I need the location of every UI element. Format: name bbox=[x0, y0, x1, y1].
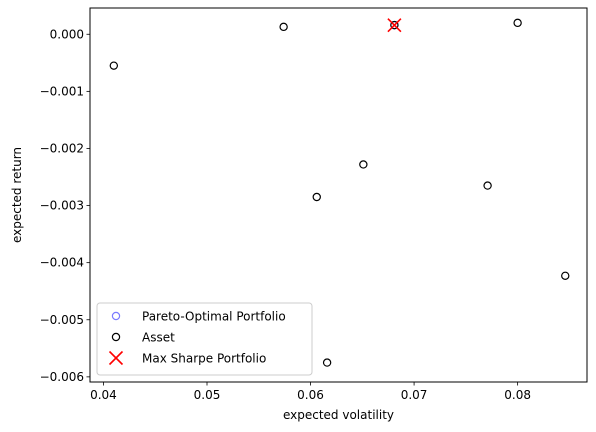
x-tick-label: 0.04 bbox=[90, 388, 117, 402]
legend: Pareto-Optimal Portfolio Asset Max Sharpe … bbox=[96, 302, 313, 376]
asset-point bbox=[561, 271, 570, 280]
plot-area-frame bbox=[89, 7, 588, 383]
y-axis-label: expected return bbox=[10, 147, 24, 243]
legend-marker bbox=[111, 332, 121, 342]
legend-item-pareto-optimal: Pareto-Optimal Portfolio bbox=[111, 310, 286, 324]
x-tick-label: 0.07 bbox=[401, 388, 428, 402]
asset-point bbox=[390, 20, 399, 30]
legend-item-asset: Asset bbox=[111, 331, 175, 345]
y-tick-label: −0.004 bbox=[40, 256, 84, 270]
legend-label: Pareto-Optimal Portfolio bbox=[142, 310, 286, 324]
y-axis-ticks: 0.000 −0.001 −0.002 −0.003 −0.004 −0.005 −0.00… bbox=[40, 27, 90, 384]
x-tick-label: 0.05 bbox=[194, 388, 221, 402]
x-axis-ticks: 0.04 0.05 0.06 0.07 0.08 bbox=[90, 382, 531, 402]
data-points bbox=[109, 18, 570, 367]
max-sharpe-marker bbox=[387, 18, 402, 33]
legend-label: Max Sharpe Portfolio bbox=[142, 352, 266, 366]
asset-point bbox=[513, 18, 522, 28]
asset-point bbox=[312, 192, 321, 202]
y-tick-label: −0.006 bbox=[40, 370, 84, 384]
x-axis-label: expected volatility bbox=[283, 408, 394, 422]
asset-point bbox=[279, 22, 288, 32]
asset-point bbox=[359, 160, 368, 169]
asset-point bbox=[483, 181, 492, 190]
y-tick-label: −0.001 bbox=[40, 84, 84, 98]
asset-point bbox=[322, 358, 332, 367]
y-tick-label: 0.000 bbox=[50, 27, 84, 41]
legend-box bbox=[96, 302, 313, 376]
y-tick-label: −0.002 bbox=[40, 141, 84, 155]
y-tick-label: −0.003 bbox=[40, 199, 84, 213]
legend-item-max-sharpe: Max Sharpe Portfolio bbox=[108, 350, 266, 366]
y-tick-label: −0.005 bbox=[40, 313, 84, 327]
legend-marker bbox=[111, 311, 121, 321]
x-tick-label: 0.06 bbox=[297, 388, 324, 402]
asset-point bbox=[109, 61, 119, 70]
legend-label: Asset bbox=[142, 331, 175, 345]
x-tick-label: 0.08 bbox=[504, 388, 531, 402]
legend-marker bbox=[108, 350, 124, 366]
